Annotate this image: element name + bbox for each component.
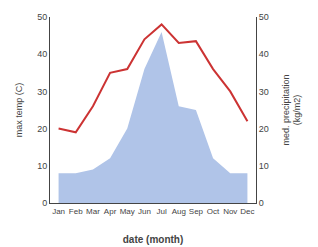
svg-text:date (month): date (month)	[123, 234, 184, 245]
svg-text:Jan: Jan	[52, 207, 65, 216]
svg-text:30: 30	[259, 87, 269, 97]
svg-text:40: 40	[37, 49, 47, 59]
svg-text:10: 10	[37, 161, 47, 171]
svg-text:Aug: Aug	[172, 207, 186, 216]
svg-text:50: 50	[37, 12, 47, 22]
svg-text:Apr: Apr	[104, 207, 117, 216]
svg-text:Jul: Jul	[156, 207, 166, 216]
svg-text:Mar: Mar	[86, 207, 100, 216]
svg-text:20: 20	[259, 124, 269, 134]
svg-text:Oct: Oct	[207, 207, 220, 216]
svg-text:med. precipitation(kg/m2): med. precipitation(kg/m2)	[281, 74, 303, 145]
svg-text:May: May	[120, 207, 135, 216]
svg-text:40: 40	[259, 49, 269, 59]
svg-text:Jun: Jun	[138, 207, 151, 216]
svg-text:Sep: Sep	[189, 207, 204, 216]
svg-text:Feb: Feb	[69, 207, 83, 216]
svg-text:Nov: Nov	[223, 207, 237, 216]
svg-text:10: 10	[259, 161, 269, 171]
svg-text:0: 0	[259, 198, 264, 208]
svg-text:20: 20	[37, 124, 47, 134]
svg-text:Dec: Dec	[240, 207, 254, 216]
svg-text:max temp (C): max temp (C)	[14, 83, 24, 138]
svg-text:30: 30	[37, 87, 47, 97]
svg-text:0: 0	[42, 198, 47, 208]
svg-text:50: 50	[259, 12, 269, 22]
